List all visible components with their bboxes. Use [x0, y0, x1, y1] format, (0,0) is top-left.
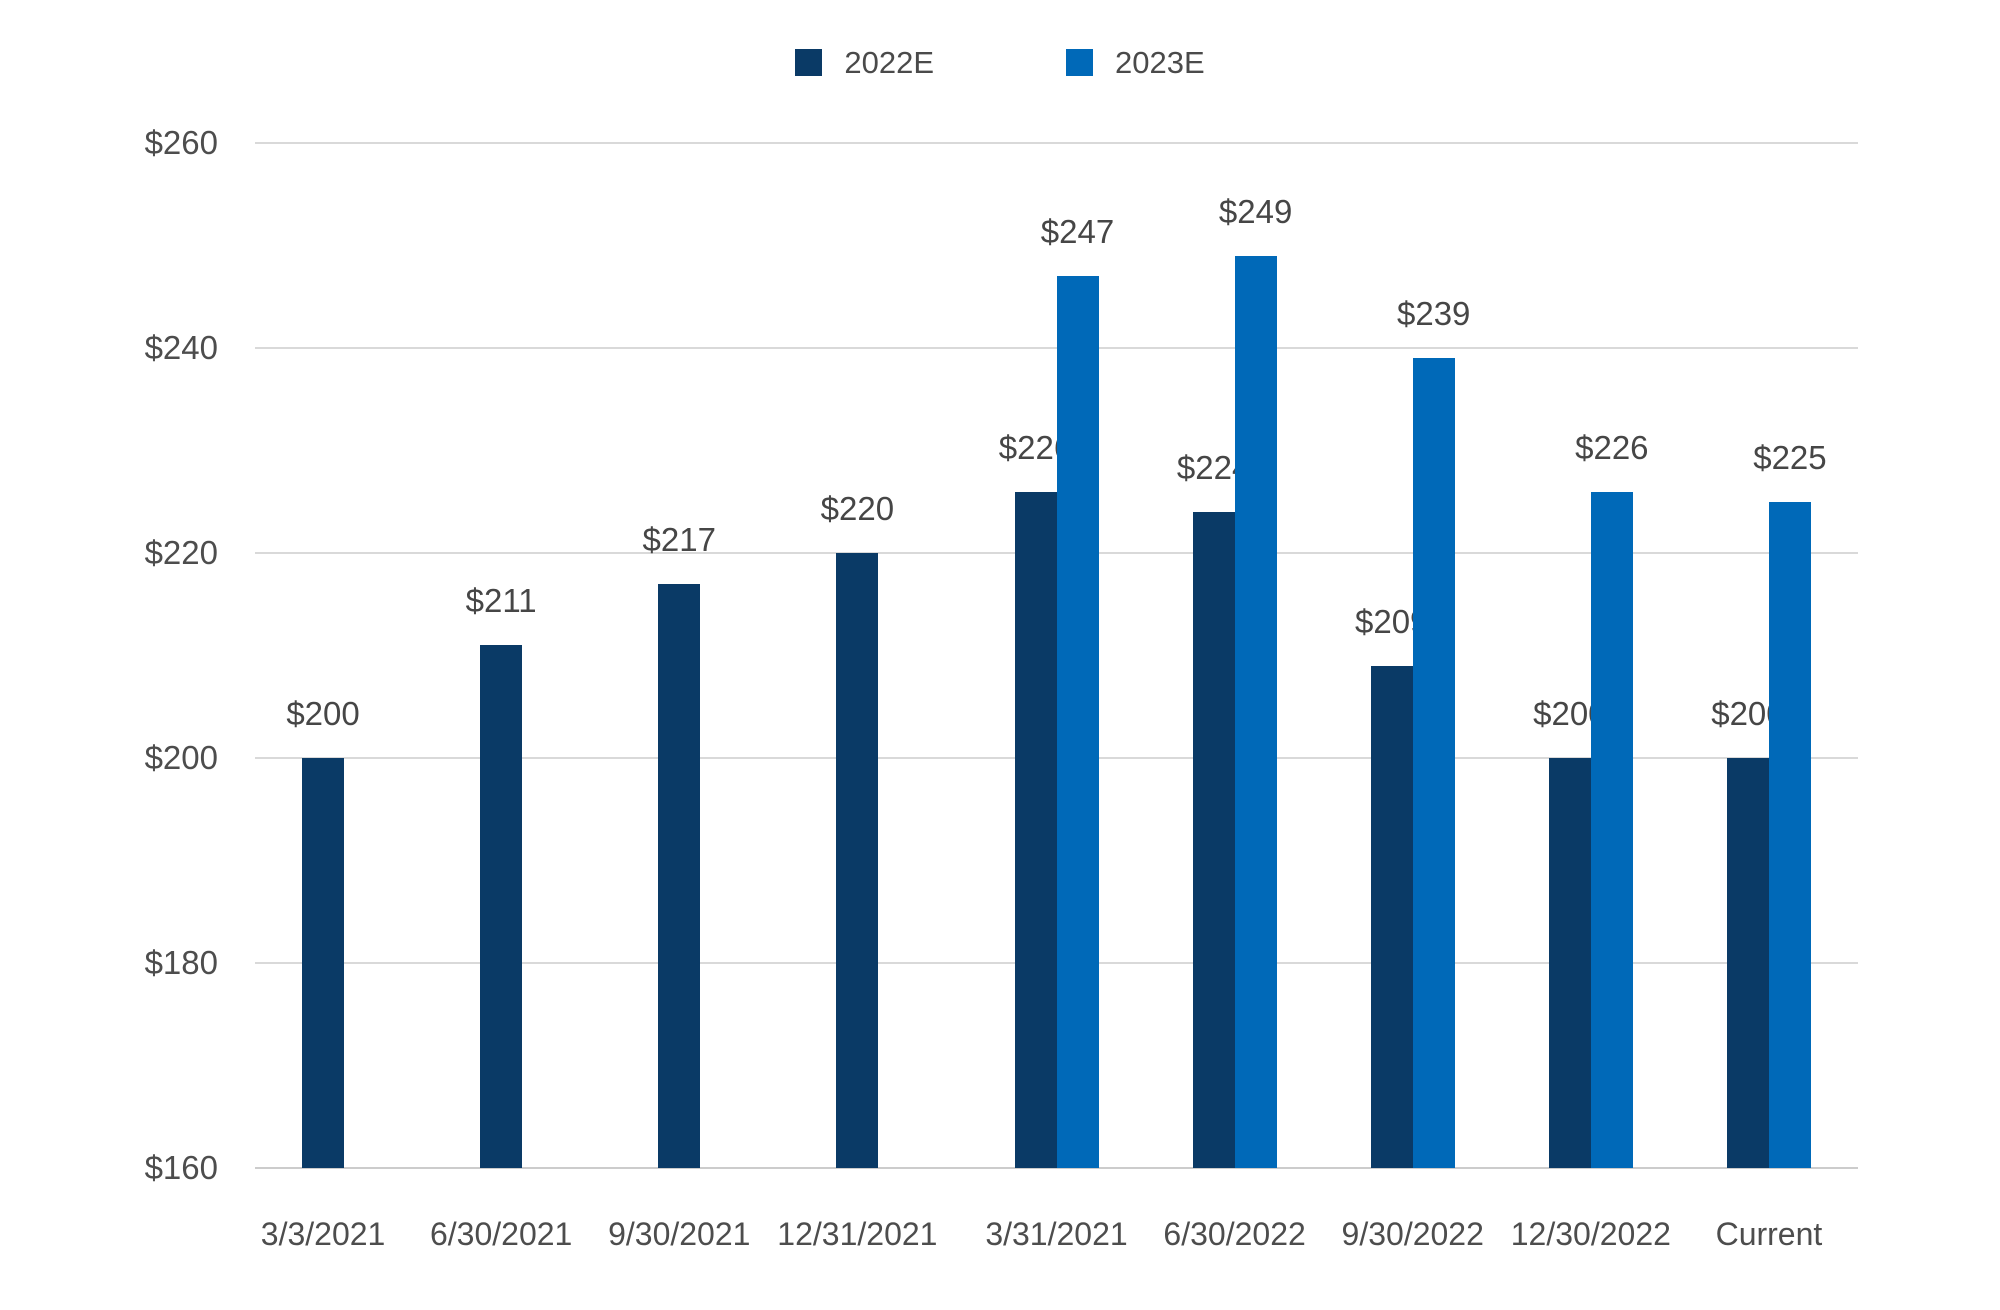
bar-value-label-2022e: $220: [820, 490, 895, 527]
bar-2022e-12/31/2021: [836, 553, 879, 1168]
x-axis-label: 9/30/2021: [608, 1216, 751, 1252]
legend-item-2023e: 2023E: [1066, 47, 1205, 78]
bar-2023e-6/30/2022: [1234, 255, 1277, 1168]
y-axis-tick-label: $200: [144, 739, 218, 776]
x-axis-label: 9/30/2022: [1341, 1216, 1484, 1252]
bar-value-label-2022e: $211: [465, 582, 537, 620]
bar-value-label-2023e: $239: [1397, 295, 1471, 333]
bar-2023e-9/30/2022: [1412, 358, 1455, 1168]
bar-2022e-9/30/2021: [658, 583, 701, 1168]
chart-legend: 2022E 2023E: [0, 38, 2000, 86]
y-axis-tick-label: $220: [144, 534, 218, 571]
bar-2022e-6/30/2022: [1192, 512, 1235, 1168]
y-axis-tick-label: $260: [144, 124, 218, 161]
bar-value-label-2023e: $226: [1575, 428, 1649, 466]
gridline: [255, 142, 1858, 144]
bar-2023e-3/31/2021: [1056, 276, 1099, 1168]
bar-2023e-Current: [1768, 501, 1811, 1168]
bar-2022e-9/30/2022: [1370, 665, 1413, 1168]
x-axis-label: 3/31/2021: [985, 1216, 1128, 1252]
x-axis-label: Current: [1715, 1216, 1823, 1252]
legend-item-2022e: 2022E: [795, 47, 934, 78]
x-axis-line: [255, 1167, 1858, 1169]
y-axis-tick-label: $160: [144, 1149, 218, 1186]
x-axis-label: 3/3/2021: [260, 1216, 386, 1252]
bar-2022e-6/30/2021: [480, 645, 523, 1168]
bar-2022e-Current: [1726, 758, 1769, 1168]
legend-label-2023e: 2023E: [1115, 44, 1205, 80]
x-axis-label: 6/30/2022: [1163, 1216, 1306, 1252]
y-axis-tick-label: $240: [144, 329, 218, 366]
x-axis-label: 6/30/2021: [429, 1216, 573, 1252]
bar-2022e-3/31/2021: [1014, 491, 1057, 1168]
bar-value-label-2023e: $247: [1040, 213, 1115, 251]
legend-label-2022e: 2022E: [844, 44, 934, 80]
bar-2023e-12/30/2022: [1590, 491, 1633, 1168]
bar-2022e-3/3/2021: [302, 758, 345, 1168]
legend-swatch-2023e-icon: [1066, 48, 1093, 76]
x-axis-label: 12/30/2022: [1510, 1216, 1671, 1252]
bar-value-label-2023e: $225: [1753, 438, 1827, 476]
legend-swatch-2022e-icon: [795, 48, 823, 76]
bar-value-label-2023e: $249: [1218, 192, 1293, 230]
y-axis-tick-label: $180: [144, 944, 218, 981]
bar-value-label-2022e: $200: [286, 695, 360, 732]
bar-2022e-12/30/2022: [1548, 758, 1591, 1168]
x-axis-label: 12/31/2021: [777, 1216, 938, 1252]
bar-value-label-2022e: $217: [642, 520, 716, 558]
